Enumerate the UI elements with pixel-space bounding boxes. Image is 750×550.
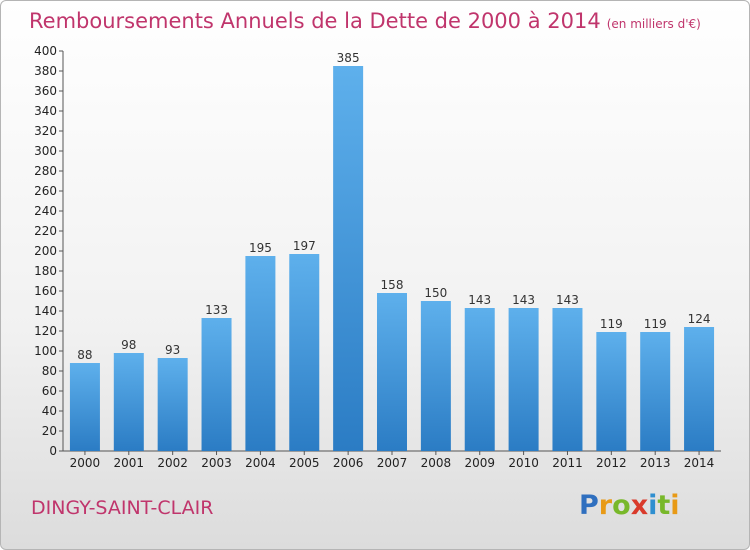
y-tick-label: 280 [34,164,57,178]
logo-letter: i [648,490,658,521]
logo-letter: x [630,490,649,521]
x-tick-label: 2002 [157,456,188,470]
x-tick-label: 2003 [201,456,232,470]
y-tick-label: 180 [34,264,57,278]
bar-value-label: 119 [644,317,667,331]
bar-value-label: 133 [205,303,228,317]
bar[interactable] [508,308,539,451]
bar-value-label: 143 [468,293,491,307]
y-tick-label: 40 [42,404,57,418]
y-tick-label: 320 [34,124,57,138]
y-tick-label: 300 [34,144,57,158]
bar[interactable] [684,327,715,451]
bar-value-label: 158 [381,278,404,292]
bar-value-label: 143 [512,293,535,307]
chart-unit: (en milliers d'€) [606,17,701,31]
logo-letter: i [670,490,680,521]
y-tick-label: 220 [34,224,57,238]
bar-value-label: 124 [688,312,711,326]
bar[interactable] [157,358,188,451]
x-tick-label: 2001 [114,456,145,470]
bar[interactable] [596,332,627,451]
y-tick-label: 240 [34,204,57,218]
bar-value-label: 119 [600,317,623,331]
y-tick-label: 60 [42,384,57,398]
bar[interactable] [201,318,232,451]
bar-value-label: 98 [121,338,136,352]
y-tick-label: 400 [34,44,57,58]
x-tick-label: 2013 [640,456,671,470]
y-axis: 0 20 40 60 80 100 120 140 160 180 200 220 240 260 280 3… [34,44,64,458]
bar[interactable] [333,66,364,451]
x-tick-label: 2010 [508,456,539,470]
bar-value-label: 88 [77,348,92,362]
bars: 88 98 93 133 195 197 385 158 150 143 143 143 119 119 1… [69,51,715,451]
x-axis: 2000 2001 2002 2003 2004 2005 2006 2007 2008 2009… [63,450,721,470]
bar[interactable] [640,332,671,451]
x-tick-label: 2006 [333,456,364,470]
bar-value-label: 143 [556,293,579,307]
y-tick-label: 140 [34,304,57,318]
y-tick-label: 200 [34,244,57,258]
bar[interactable] [420,301,451,451]
y-tick-label: 360 [34,84,57,98]
chart-title: Remboursements Annuels de la Dette de 20… [29,9,701,33]
logo-letter: o [612,490,631,521]
bar-value-label: 150 [424,286,447,300]
x-tick-label: 2007 [377,456,408,470]
y-tick-label: 160 [34,284,57,298]
bar-value-label: 195 [249,241,272,255]
x-tick-label: 2004 [245,456,276,470]
y-tick-label: 380 [34,64,57,78]
x-tick-label: 2008 [421,456,452,470]
y-tick-label: 120 [34,324,57,338]
x-tick-label: 2009 [464,456,495,470]
x-tick-label: 2014 [684,456,715,470]
bar-value-label: 93 [165,343,180,357]
bar[interactable] [245,256,276,451]
logo-letter: t [657,490,671,521]
bar[interactable] [289,254,320,451]
logo-letter: r [598,490,613,521]
bar[interactable] [113,353,144,451]
bar-value-label: 385 [337,51,360,65]
bar[interactable] [464,308,495,451]
y-tick-label: 0 [49,444,57,458]
y-tick-label: 80 [42,364,57,378]
y-tick-label: 100 [34,344,57,358]
commune-name: DINGY-SAINT-CLAIR [31,497,214,519]
bar[interactable] [377,293,407,451]
logo-letter: P [579,490,599,521]
y-tick-label: 20 [42,424,57,438]
y-tick-label: 340 [34,104,57,118]
x-tick-label: 2011 [552,456,583,470]
y-tick-label: 260 [34,184,57,198]
x-tick-label: 2012 [596,456,627,470]
chart-title-text: Remboursements Annuels de la Dette de 20… [29,9,601,33]
bar-value-label: 197 [293,239,316,253]
bar[interactable] [552,308,583,451]
proxiti-logo[interactable]: Proxiti [579,490,680,521]
bar[interactable] [69,363,100,451]
x-tick-label: 2000 [70,456,101,470]
x-tick-label: 2005 [289,456,320,470]
